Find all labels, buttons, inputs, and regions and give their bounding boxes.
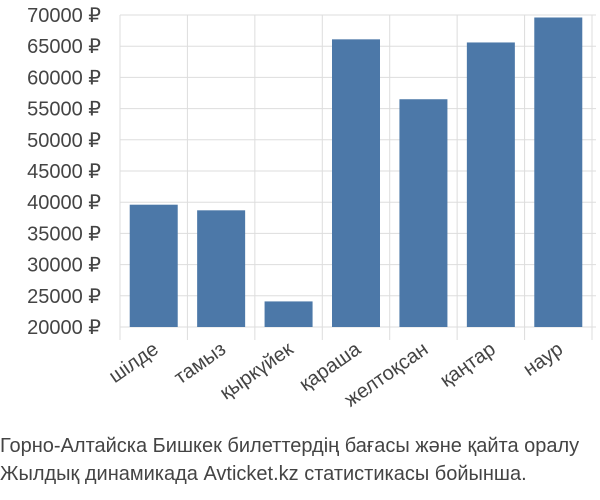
caption-line-2: Жылдық динамикада Avticket.kz статистика…	[0, 463, 527, 485]
bar-5	[466, 42, 515, 328]
price-bar-chart: 20000 ₽ 25000 ₽ 30000 ₽ 35000 ₽ 40000 ₽ 45000…	[27, 5, 596, 412]
x-tick-label: наур	[519, 338, 567, 381]
x-tick-label: тамыз	[170, 338, 230, 389]
x-tick-label: қаңтар	[436, 338, 499, 392]
bar-layer	[129, 17, 583, 328]
y-axis-ticks: 20000 ₽ 25000 ₽ 30000 ₽ 35000 ₽ 40000 ₽ 45000…	[27, 5, 101, 339]
y-tick-label: 25000 ₽	[27, 286, 101, 308]
bar-2	[264, 301, 313, 327]
caption-line-1: Горно-Алтайска Бишкек билеттердің бағасы…	[0, 435, 580, 457]
bar-1	[197, 210, 246, 327]
y-tick-label: 35000 ₽	[27, 223, 101, 245]
bar-4	[399, 99, 448, 328]
x-tick-label: қыркүйек	[216, 338, 298, 404]
x-tick-label: шілде	[105, 338, 163, 388]
y-tick-label: 60000 ₽	[27, 67, 101, 89]
y-tick-label: 40000 ₽	[27, 192, 101, 214]
y-tick-label: 55000 ₽	[27, 99, 101, 121]
bar-3	[332, 39, 380, 327]
y-tick-label: 45000 ₽	[27, 161, 101, 183]
y-tick-label: 20000 ₽	[27, 317, 101, 339]
y-tick-label: 30000 ₽	[27, 255, 101, 277]
y-tick-label: 70000 ₽	[27, 5, 101, 27]
bar-0	[129, 204, 178, 327]
y-tick-label: 65000 ₽	[27, 36, 101, 58]
y-tick-label: 50000 ₽	[27, 130, 101, 152]
bar-6	[534, 17, 583, 327]
